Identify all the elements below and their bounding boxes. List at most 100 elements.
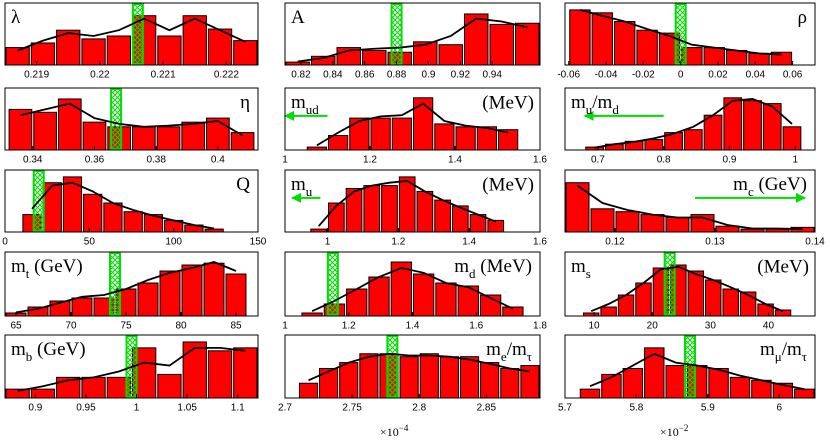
x-tick-label: 0.92 bbox=[451, 70, 471, 81]
panel-label: A bbox=[291, 7, 305, 28]
bar bbox=[132, 126, 156, 151]
label-part: −4 bbox=[399, 423, 409, 433]
x-tick-label: 1.4 bbox=[406, 321, 420, 332]
bar bbox=[614, 21, 636, 66]
bar bbox=[30, 42, 56, 66]
label-part: d bbox=[469, 266, 476, 281]
bar bbox=[362, 50, 387, 66]
highlight-band bbox=[390, 3, 403, 65]
label-part: /m bbox=[782, 339, 802, 360]
bar bbox=[590, 208, 615, 233]
x-tick-label: 0.38 bbox=[146, 155, 166, 166]
label-part: m bbox=[733, 174, 748, 195]
panel-label: mu/md bbox=[571, 92, 619, 117]
bar bbox=[8, 108, 33, 151]
bar bbox=[715, 225, 740, 233]
x-tick-label: 5.8 bbox=[629, 403, 643, 414]
line bbox=[311, 267, 514, 313]
bar bbox=[106, 35, 131, 66]
x-tick-label: 70 bbox=[65, 321, 77, 332]
label-part: Q bbox=[236, 174, 250, 195]
bar bbox=[359, 353, 379, 399]
bar bbox=[363, 185, 381, 233]
x-tick-label: 1.2 bbox=[342, 321, 356, 332]
label-part: λ bbox=[11, 7, 21, 28]
bar bbox=[480, 362, 500, 399]
x-tick-label: 1 bbox=[282, 321, 288, 332]
x-tick-label: 0 bbox=[2, 237, 8, 248]
bar bbox=[794, 388, 815, 399]
panel-label: md (MeV) bbox=[454, 256, 532, 281]
bar bbox=[434, 199, 451, 233]
frame bbox=[284, 2, 541, 66]
bar bbox=[489, 23, 514, 66]
label-part: c bbox=[748, 184, 754, 199]
x-tick-label: 0.04 bbox=[746, 70, 766, 81]
bar bbox=[368, 276, 390, 317]
panel-label: ρ bbox=[798, 7, 807, 28]
x-tick-label: 0.4 bbox=[211, 155, 225, 166]
label-part: b bbox=[26, 349, 33, 364]
line bbox=[576, 184, 803, 230]
x-tick-label: 80 bbox=[175, 321, 187, 332]
line bbox=[594, 98, 793, 149]
label-part: /m bbox=[507, 339, 527, 360]
frame bbox=[284, 87, 541, 151]
line bbox=[17, 346, 246, 392]
x-tick-label: 10 bbox=[589, 321, 601, 332]
line bbox=[316, 102, 509, 147]
line bbox=[20, 102, 244, 137]
bar bbox=[683, 129, 703, 151]
x-tick-label: 0.22 bbox=[90, 70, 110, 81]
x-tick-label: 2.7 bbox=[278, 403, 292, 414]
bar bbox=[498, 129, 519, 151]
label-part: m bbox=[571, 256, 586, 277]
x-tick-label: 0 bbox=[678, 70, 684, 81]
highlight-band bbox=[684, 335, 696, 398]
x-tick-label: 65 bbox=[10, 321, 22, 332]
bar bbox=[703, 47, 725, 66]
bar bbox=[687, 270, 705, 317]
panel-label: mc (GeV) bbox=[733, 174, 807, 199]
line bbox=[317, 180, 497, 227]
bar bbox=[233, 40, 258, 66]
bar bbox=[206, 117, 230, 151]
x-tick-label: 1.2 bbox=[363, 155, 377, 166]
x-tick-label: 0.221 bbox=[151, 70, 176, 81]
frame bbox=[4, 87, 259, 151]
x-tick-label: 75 bbox=[120, 321, 132, 332]
x-tick-label: 1.2 bbox=[391, 237, 405, 248]
x-tick-label: 1.8 bbox=[533, 321, 547, 332]
x-tick-label: 100 bbox=[165, 237, 182, 248]
x-tick-label: -0.04 bbox=[595, 70, 618, 81]
bar bbox=[751, 379, 772, 399]
x-tick-label: 2.75 bbox=[342, 403, 362, 414]
x-tick-label: -0.06 bbox=[557, 70, 580, 81]
line bbox=[297, 17, 528, 63]
label-part: ×10 bbox=[660, 425, 679, 439]
frame bbox=[284, 169, 541, 233]
bar bbox=[722, 288, 739, 317]
x-tick-label: 0.94 bbox=[482, 70, 502, 81]
bar bbox=[579, 388, 601, 399]
x-tick-label: 0.222 bbox=[214, 70, 239, 81]
label-part: −2 bbox=[679, 423, 689, 433]
highlight-band bbox=[326, 252, 339, 316]
panel-label: η bbox=[240, 92, 250, 113]
x-tick-label: 0.88 bbox=[387, 70, 407, 81]
label-part: A bbox=[291, 7, 305, 28]
frame bbox=[4, 169, 259, 233]
bar bbox=[434, 123, 455, 151]
panel-label: mu bbox=[291, 174, 313, 199]
bar bbox=[159, 270, 181, 317]
bar bbox=[83, 193, 103, 233]
panel-unit: (MeV) bbox=[757, 256, 809, 277]
panel-label: me/mτ bbox=[486, 339, 532, 364]
bar bbox=[156, 126, 181, 151]
bar bbox=[349, 117, 370, 151]
bar bbox=[413, 97, 434, 151]
axis-note: ×10−2 bbox=[660, 423, 688, 439]
bar bbox=[500, 368, 520, 399]
bar bbox=[729, 376, 751, 399]
